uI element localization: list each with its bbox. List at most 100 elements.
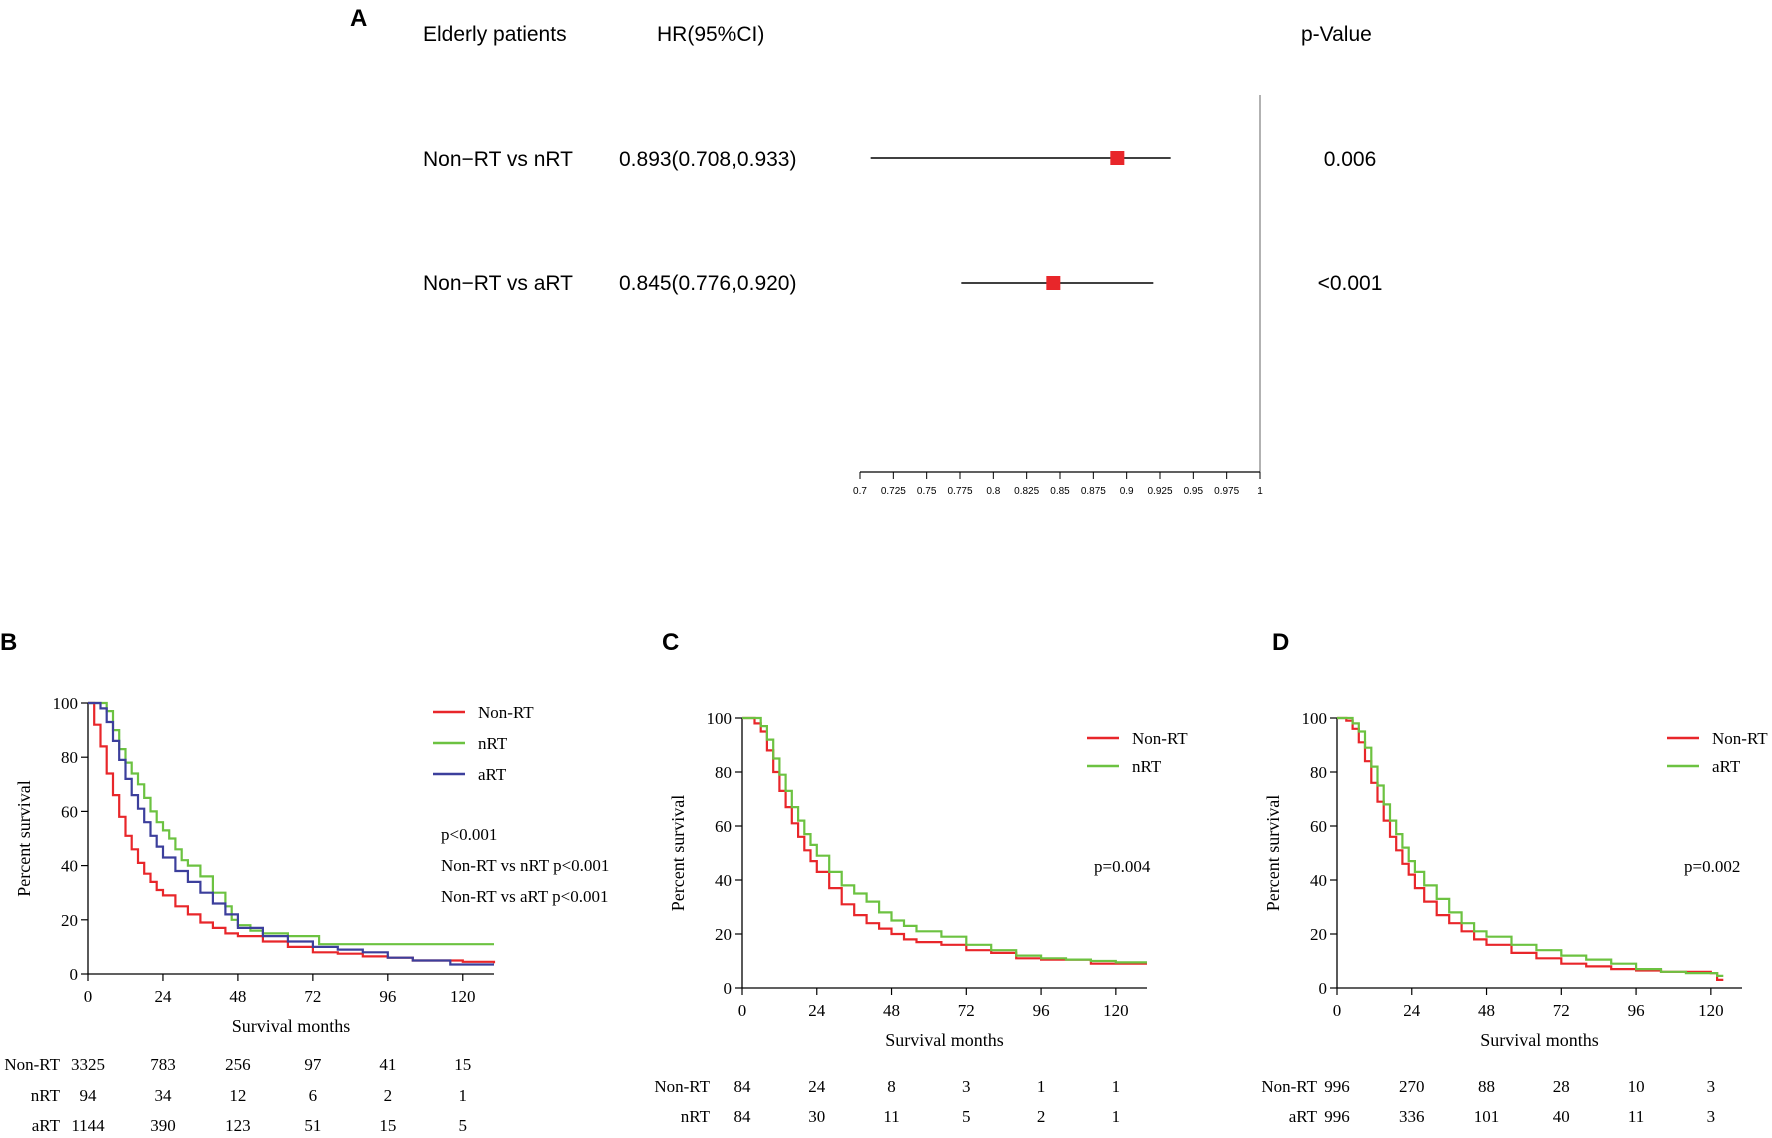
panel-b-x-tick-label-3: 72 [304, 987, 321, 1006]
panel-c-x-tick-label-2: 48 [883, 1001, 900, 1020]
panel-d-risk-row-label-2: aRT [1289, 1107, 1318, 1126]
forest-marks [870, 151, 1171, 290]
panel-b-x-tick-label-4: 96 [379, 987, 396, 1006]
panel-c-x-tick-label-4: 96 [1033, 1001, 1050, 1020]
panel-b-letter: B [0, 629, 17, 656]
forest-hr-marker-2 [1046, 276, 1061, 290]
panel-c-risk-value-2-1: 84 [734, 1107, 752, 1126]
panel-b-y-tick-label-3: 60 [61, 802, 78, 821]
panel-d-letter: D [1272, 629, 1289, 656]
panel-c-series-non-rt-line [742, 716, 1147, 965]
panel-c-risk-row-label-2: nRT [681, 1107, 711, 1126]
panel-c-series-nrt-line [742, 716, 1147, 964]
panel-c-x-tick-label-3: 72 [958, 1001, 975, 1020]
panel-b-x-tick-label-0: 0 [84, 987, 93, 1006]
panel-d-legend-label-2: aRT [1712, 757, 1741, 776]
panel-b-series-art-line [88, 701, 494, 966]
panel-d-risk-value-1-2: 270 [1399, 1077, 1425, 1096]
panel-d-y-axis-label: Percent survival [1263, 795, 1283, 911]
panel-c-risk-value-2-5: 2 [1037, 1107, 1046, 1126]
panel-b-y-tick-label-2: 40 [61, 857, 78, 876]
panel-d-x-tick-label-1: 24 [1403, 1001, 1421, 1020]
panel-d-x-axis-label: Survival months [1480, 1030, 1599, 1050]
panel-d-annotation-1: p=0.002 [1684, 857, 1740, 876]
panel-c-risk-value-1-4: 3 [962, 1077, 971, 1096]
forest-hr-marker-1 [1110, 151, 1125, 165]
panel-d-x-tick-label-0: 0 [1333, 1001, 1342, 1020]
panel-c-y-tick-label-2: 40 [715, 871, 732, 890]
panel-b-risk-value-1-3: 256 [225, 1055, 251, 1074]
forest-tick-label-10: 0.95 [1184, 486, 1204, 497]
panel-c-annotation-1: p=0.004 [1094, 857, 1151, 876]
panel-d-legend-label-1: Non-RT [1712, 729, 1768, 748]
panel-b-x-tick-label-1: 24 [154, 987, 172, 1006]
forest-tick-label-8: 0.9 [1120, 486, 1134, 497]
panel-b-annotation-2: Non-RT vs nRT p<0.001 [441, 856, 609, 875]
panel-c-risk-row-label-1: Non-RT [654, 1077, 710, 1096]
panel-d-x-tick-label-4: 96 [1628, 1001, 1645, 1020]
panel-d-y-tick-label-4: 80 [1310, 763, 1327, 782]
forest-header-group: Elderly patients [423, 23, 567, 46]
panel-c-y-tick-label-1: 20 [715, 925, 732, 944]
forest-row-1-p: 0.006 [1324, 148, 1377, 171]
panel-d-x-tick-label-5: 120 [1698, 1001, 1724, 1020]
panel-b-risk-row-label-3: aRT [32, 1116, 61, 1135]
panel-c-x-tick-label-1: 24 [808, 1001, 826, 1020]
panel-b-risk-value-3-5: 15 [379, 1116, 396, 1135]
panel-d-risk-value-2-5: 11 [1628, 1107, 1644, 1126]
panel-b-annotation-1: p<0.001 [441, 825, 497, 844]
panel-c-legend-label-1: Non-RT [1132, 729, 1188, 748]
panel-c-risk-value-1-3: 8 [887, 1077, 896, 1096]
panel-b-y-tick-label-0: 0 [70, 965, 79, 984]
panel-b-risk-value-2-4: 6 [309, 1086, 318, 1105]
panel-d-risk-value-1-4: 28 [1553, 1077, 1570, 1096]
forest-tick-label-9: 0.925 [1147, 486, 1172, 497]
panel-d-risk-value-2-3: 101 [1474, 1107, 1500, 1126]
panel-d-risk-value-2-1: 996 [1324, 1107, 1350, 1126]
panel-d-risk-value-1-3: 88 [1478, 1077, 1495, 1096]
panel-d-series-art-line [1337, 716, 1724, 977]
panel-b-risk-value-1-6: 15 [454, 1055, 471, 1074]
panel-b-risk-value-1-4: 97 [304, 1055, 322, 1074]
forest-tick-label-5: 0.825 [1014, 486, 1039, 497]
forest-row-2-p: <0.001 [1318, 272, 1383, 295]
panel-a-letter: A [350, 5, 367, 32]
panel-b-legend-label-2: nRT [478, 734, 508, 753]
panel-b-y-tick-label-4: 80 [61, 748, 78, 767]
panel-b-risk-value-1-5: 41 [379, 1055, 396, 1074]
forest-header-hr: HR(95%CI) [657, 23, 764, 46]
panel-b-risk-value-2-3: 12 [229, 1086, 246, 1105]
panel-c-legend-label-2: nRT [1132, 757, 1162, 776]
panel-c-x-tick-label-5: 120 [1103, 1001, 1129, 1020]
panel-c-km-plot: C 0 20 40 60 80 100 0 24 48 72 96 120 Survival months… [654, 629, 1188, 1126]
panel-b-km-plot: B 0 20 40 60 80 100 0 24 48 72 96 120 Survival months… [0, 629, 609, 1135]
forest-tick-label-11: 0.975 [1214, 486, 1239, 497]
panel-b-x-tick-label-2: 48 [229, 987, 246, 1006]
panel-b-risk-value-1-2: 783 [150, 1055, 176, 1074]
panel-c-risk-value-2-6: 1 [1112, 1107, 1121, 1126]
panel-d-y-tick-label-0: 0 [1319, 979, 1328, 998]
panel-d-y-tick-label-1: 20 [1310, 925, 1327, 944]
panel-b-risk-value-3-4: 51 [304, 1116, 321, 1135]
panel-c-y-tick-label-0: 0 [724, 979, 733, 998]
panel-d-risk-value-1-5: 10 [1628, 1077, 1645, 1096]
panel-c-risk-value-2-4: 5 [962, 1107, 971, 1126]
panel-b-risk-value-1-1: 3325 [71, 1055, 105, 1074]
forest-tick-label-6: 0.85 [1050, 486, 1070, 497]
panel-c-x-axis-label: Survival months [885, 1030, 1004, 1050]
panel-b-risk-value-2-6: 1 [459, 1086, 468, 1105]
panel-c-x-tick-label-0: 0 [738, 1001, 747, 1020]
panel-d-series-non-rt-line [1337, 716, 1724, 981]
panel-b-y-axis-label: Percent survival [14, 780, 34, 896]
panel-d-risk-value-1-6: 3 [1707, 1077, 1716, 1096]
panel-c-risk-value-2-2: 30 [808, 1107, 825, 1126]
panel-b-risk-value-3-1: 1144 [71, 1116, 105, 1135]
panel-a-forest-plot: A Elderly patients HR(95%CI) p-Value Non… [350, 5, 1382, 497]
forest-header-p: p-Value [1301, 23, 1372, 46]
panel-b-risk-value-3-2: 390 [150, 1116, 176, 1135]
panel-d-x-tick-label-2: 48 [1478, 1001, 1495, 1020]
forest-x-axis: 0.7 0.725 0.75 0.775 0.8 0.825 0.85 0.875 0.9 0.9… [853, 471, 1263, 497]
panel-b-annotation-3: Non-RT vs aRT p<0.001 [441, 887, 608, 906]
panel-c-y-tick-label-5: 100 [707, 709, 733, 728]
